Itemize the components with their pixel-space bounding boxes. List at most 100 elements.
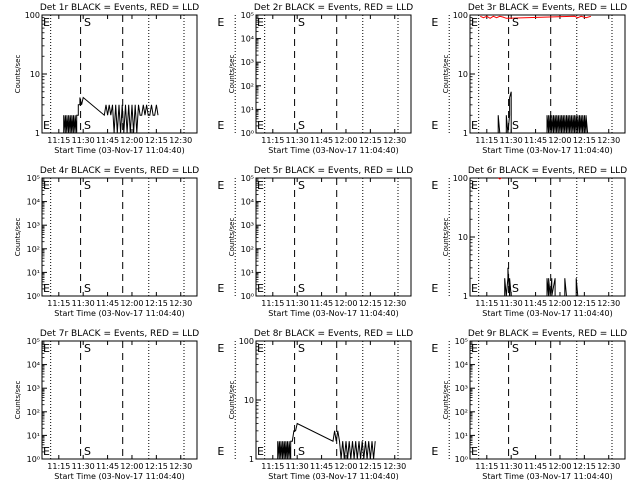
start-marker: S: [298, 445, 305, 458]
y-tick-label: 10³: [241, 221, 254, 230]
x-tick-label: 12:15: [145, 136, 168, 145]
y-tick-label: 100: [453, 11, 468, 20]
x-tick-label: 12:15: [359, 299, 382, 308]
panel-title: Det 6r BLACK = Events, RED = LLD: [468, 166, 627, 176]
start-marker: S: [84, 119, 91, 132]
start-marker-top: S: [298, 342, 305, 355]
x-axis-label: Start Time (03-Nov-17 11:04:40): [54, 309, 184, 318]
y-tick-label: 10⁰: [455, 455, 468, 464]
y-axis-label: Counts/sec: [442, 218, 450, 257]
x-tick-label: 12:00: [334, 136, 357, 145]
x-tick-label: 12:30: [169, 299, 192, 308]
y-tick-label: 10: [244, 396, 254, 405]
start-marker: S: [84, 282, 91, 295]
x-tick-label: 11:45: [96, 462, 119, 471]
y-tick-label: 10³: [455, 384, 468, 393]
y-tick-label: 10²: [241, 82, 254, 91]
y-tick-label: 10⁵: [455, 337, 468, 346]
x-axis-label: Start Time (03-Nov-17 11:04:40): [54, 472, 184, 480]
plot-frame: [469, 340, 626, 460]
y-axis-label: Counts/sec: [14, 55, 22, 94]
end-marker-left: E: [257, 445, 264, 458]
panel-title: Det 9r BLACK = Events, RED = LLD: [468, 329, 627, 339]
x-tick-label: 12:30: [169, 462, 192, 471]
x-tick-label: 11:45: [96, 299, 119, 308]
x-tick-label: 11:15: [47, 136, 70, 145]
x-axis-label: Start Time (03-Nov-17 11:04:40): [482, 472, 612, 480]
lld-series-line: [497, 177, 502, 180]
x-tick-label: 11:45: [310, 462, 333, 471]
x-tick-label: 11:30: [286, 299, 309, 308]
x-axis-label: Start Time (03-Nov-17 11:04:40): [482, 309, 612, 318]
y-tick-label: 10⁴: [27, 361, 40, 370]
y-tick-label: 100: [239, 337, 254, 346]
end-marker-left: E: [257, 282, 264, 295]
x-tick-label: 11:30: [286, 136, 309, 145]
x-axis-label: Start Time (03-Nov-17 11:04:40): [268, 472, 398, 480]
y-tick-label: 10¹: [27, 268, 40, 277]
end-marker: E: [431, 445, 438, 458]
panel-title: Det 3r BLACK = Events, RED = LLD: [468, 3, 627, 13]
x-tick-label: 12:30: [383, 462, 406, 471]
y-tick-label: 10²: [27, 408, 40, 417]
end-marker-top-right: E: [217, 179, 224, 192]
x-tick-label: 12:00: [548, 136, 571, 145]
x-tick-label: 12:15: [145, 299, 168, 308]
start-marker: S: [84, 445, 91, 458]
x-tick-label: 11:30: [72, 299, 95, 308]
start-marker-top: S: [298, 179, 305, 192]
plot-frame: [255, 14, 412, 134]
x-tick-label: 11:15: [261, 136, 284, 145]
x-tick-label: 12:00: [120, 299, 143, 308]
x-tick-label: 12:15: [359, 462, 382, 471]
x-tick-label: 11:45: [310, 299, 333, 308]
x-tick-label: 12:15: [573, 299, 596, 308]
y-tick-label: 1: [463, 129, 468, 138]
x-axis-label: Start Time (03-Nov-17 11:04:40): [482, 146, 612, 155]
x-tick-label: 12:15: [573, 462, 596, 471]
x-tick-label: 11:30: [286, 462, 309, 471]
end-marker-left: E: [43, 119, 50, 132]
end-marker-top: E: [43, 179, 50, 192]
start-marker: S: [298, 282, 305, 295]
x-tick-label: 12:00: [120, 462, 143, 471]
y-tick-label: 10⁰: [241, 292, 254, 301]
panel-title: Det 5r BLACK = Events, RED = LLD: [254, 166, 413, 176]
x-tick-label: 11:45: [524, 136, 547, 145]
x-tick-label: 12:00: [334, 299, 357, 308]
y-tick-label: 10²: [455, 408, 468, 417]
end-marker-top: E: [471, 342, 478, 355]
detector-panel: Det 3r BLACK = Events, RED = LLD 11:15 11:…: [442, 3, 627, 155]
y-tick-label: 100: [25, 11, 40, 20]
y-axis-label: Counts/sec: [14, 381, 22, 420]
x-tick-label: 11:30: [500, 462, 523, 471]
x-axis-label: Start Time (03-Nov-17 11:04:40): [54, 146, 184, 155]
start-marker: S: [512, 445, 519, 458]
end-marker-left: E: [471, 119, 478, 132]
y-tick-label: 10²: [241, 245, 254, 254]
end-marker-top: E: [257, 179, 264, 192]
x-tick-label: 11:45: [310, 136, 333, 145]
y-axis-label: Counts/sec: [228, 218, 236, 257]
x-tick-label: 11:30: [72, 462, 95, 471]
events-series-line: [277, 422, 376, 460]
x-tick-label: 12:15: [359, 136, 382, 145]
x-tick-label: 12:00: [548, 299, 571, 308]
x-tick-label: 11:15: [475, 136, 498, 145]
panel-title: Det 7r BLACK = Events, RED = LLD: [40, 329, 199, 339]
end-marker: E: [217, 445, 224, 458]
x-tick-label: 12:15: [145, 462, 168, 471]
y-axis-label: Counts/sec: [14, 218, 22, 257]
y-tick-label: 10⁰: [241, 129, 254, 138]
y-tick-label: 10: [30, 70, 40, 79]
x-tick-label: 12:30: [597, 136, 620, 145]
y-tick-label: 10⁵: [241, 174, 254, 183]
x-tick-label: 12:30: [383, 136, 406, 145]
end-marker: E: [431, 119, 438, 132]
x-tick-label: 11:45: [96, 136, 119, 145]
